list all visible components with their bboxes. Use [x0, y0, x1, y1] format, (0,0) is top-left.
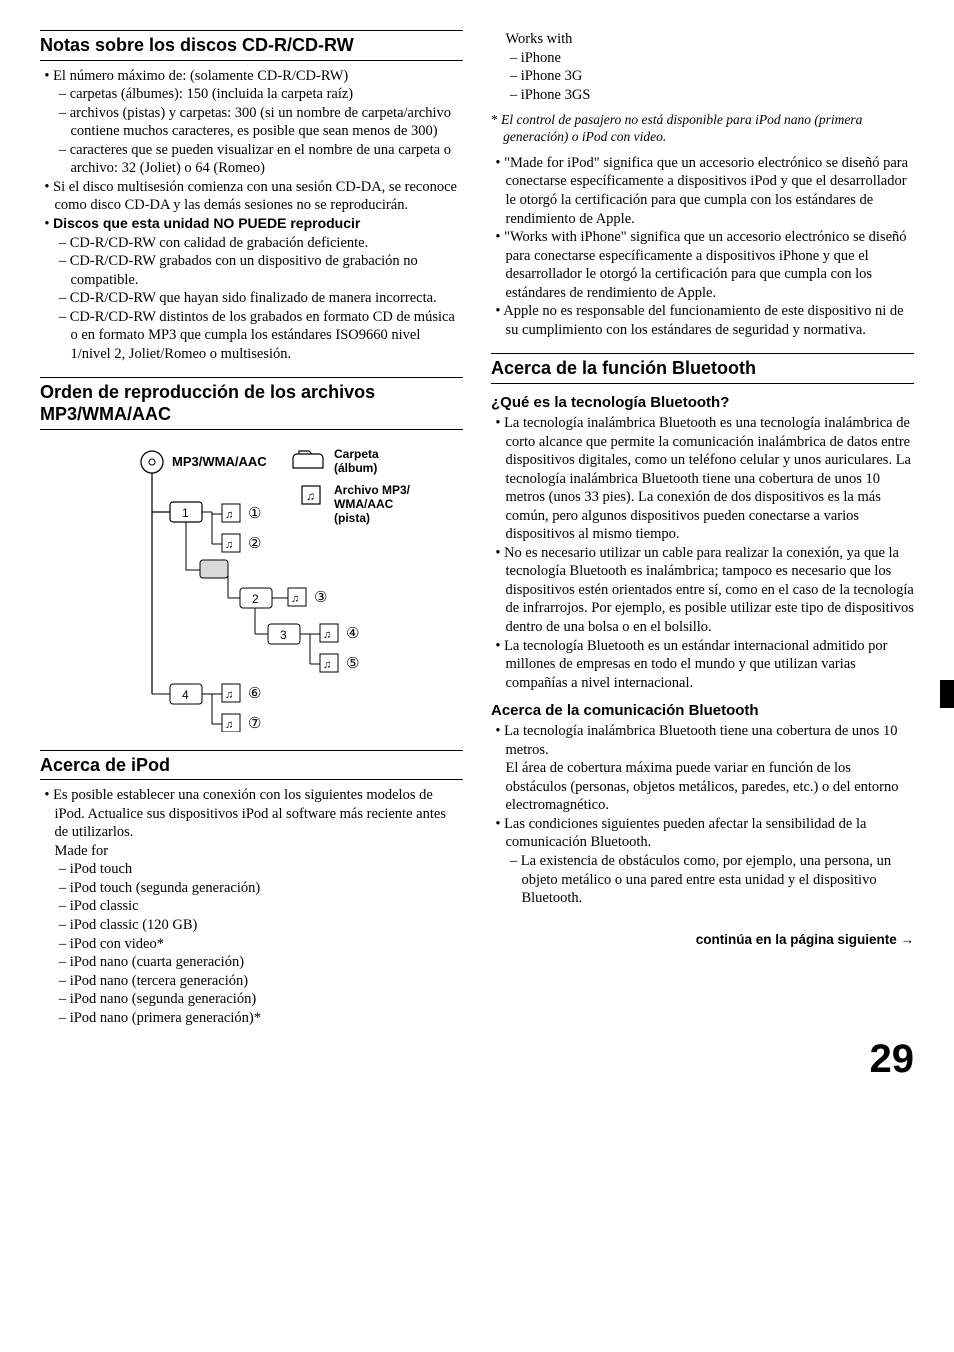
list-item: Las condiciones siguientes pueden afecta…: [506, 815, 915, 908]
text: El número máximo de: (solamente CD-R/CD-…: [53, 68, 348, 84]
svg-text:①: ①: [248, 505, 261, 522]
list-item: Si el disco multisesión comienza con una…: [55, 178, 464, 215]
continue-note: continúa en la página siguiente →: [491, 932, 914, 947]
list-item: carpetas (álbumes): 150 (incluida la car…: [70, 85, 463, 104]
sub-list: carpetas (álbumes): 150 (incluida la car…: [55, 85, 464, 178]
list-item: No es necesario utilizar un cable para r…: [506, 544, 915, 637]
works-with-label: Works with: [491, 30, 914, 49]
sub-list: CD-R/CD-RW con calidad de grabación defi…: [55, 234, 464, 364]
left-column: Notas sobre los discos CD-R/CD-RW El núm…: [40, 30, 463, 1027]
svg-text:♫: ♫: [306, 489, 315, 503]
list-item: iPod con video*: [70, 935, 463, 954]
ipod-notes-list: "Made for iPod" significa que un accesor…: [491, 154, 914, 339]
svg-text:②: ②: [248, 535, 261, 552]
list-item: caracteres que se pueden visualizar en e…: [70, 141, 463, 178]
svg-text:(pista): (pista): [334, 511, 370, 525]
list-item: archivos (pistas) y carpetas: 300 (si un…: [70, 104, 463, 141]
list-item: La existencia de obstáculos como, por ej…: [521, 852, 914, 908]
page-number: 29: [40, 1037, 914, 1082]
svg-text:(álbum): (álbum): [334, 461, 377, 475]
svg-text:♫: ♫: [323, 629, 331, 641]
list-item: iPhone 3GS: [521, 86, 914, 105]
svg-text:3: 3: [280, 628, 287, 642]
folder-num: 1: [182, 506, 189, 520]
tree-diagram-svg: MP3/WMA/AAC Carpeta (álbum) ♫ Archivo MP…: [92, 442, 412, 732]
svg-text:Archivo MP3/: Archivo MP3/: [334, 483, 411, 497]
list-item: La tecnología Bluetooth es un estándar i…: [506, 637, 915, 693]
list-item: iPhone 3G: [521, 67, 914, 86]
svg-text:Carpeta: Carpeta: [334, 447, 379, 461]
svg-text:♫: ♫: [225, 539, 233, 551]
page-columns: Notas sobre los discos CD-R/CD-RW El núm…: [40, 30, 914, 1027]
footnote-star: *: [491, 112, 498, 127]
svg-text:⑤: ⑤: [346, 655, 359, 672]
ipod-list: Es posible establecer una conexión con l…: [40, 786, 463, 842]
ipod-footnote: * El control de pasajero no está disponi…: [491, 112, 914, 146]
section-title-ipod: Acerca de iPod: [40, 750, 463, 781]
works-with-list: iPhone iPhone 3G iPhone 3GS: [491, 49, 914, 105]
svg-text:♫: ♫: [225, 719, 233, 731]
section-title-cdr: Notas sobre los discos CD-R/CD-RW: [40, 30, 463, 61]
list-item: Es posible establecer una conexión con l…: [55, 786, 464, 842]
list-item: iPod touch (segunda generación): [70, 879, 463, 898]
bt-what-list: La tecnología inalámbrica Bluetooth es u…: [491, 414, 914, 692]
list-item: "Made for iPod" significa que un accesor…: [506, 154, 915, 228]
text: Las condiciones siguientes pueden afecta…: [504, 816, 866, 851]
sub-list: La existencia de obstáculos como, por ej…: [506, 852, 915, 908]
svg-text:⑦: ⑦: [248, 715, 261, 732]
list-item: CD-R/CD-RW grabados con un dispositivo d…: [70, 252, 463, 289]
footnote-text: El control de pasajero no está disponibl…: [501, 112, 862, 144]
diagram-root-label: MP3/WMA/AAC: [172, 454, 267, 469]
bt-sub2: Acerca de la comunicación Bluetooth: [491, 702, 914, 720]
bt-sub1: ¿Qué es la tecnología Bluetooth?: [491, 394, 914, 412]
made-for-list: iPod touch iPod touch (segunda generació…: [40, 860, 463, 1027]
list-item: iPod nano (primera generación)*: [70, 1009, 463, 1028]
list-item: iPod classic: [70, 897, 463, 916]
list-item: Apple no es responsable del funcionamien…: [506, 302, 915, 339]
svg-text:♫: ♫: [291, 593, 299, 605]
list-item: iPod touch: [70, 860, 463, 879]
svg-text:③: ③: [314, 589, 327, 606]
list-item: iPod classic (120 GB): [70, 916, 463, 935]
section-title-order: Orden de reproducción de los archivos MP…: [40, 377, 463, 429]
list-item: CD-R/CD-RW distintos de los grabados en …: [70, 308, 463, 364]
made-for-label: Made for: [40, 842, 463, 861]
cdr-list: El número máximo de: (solamente CD-R/CD-…: [40, 67, 463, 364]
arrow-icon: →: [901, 932, 915, 947]
page-edge-tab: [940, 680, 954, 708]
svg-text:4: 4: [182, 688, 189, 702]
svg-text:WMA/AAC: WMA/AAC: [334, 497, 394, 511]
list-item: iPod nano (segunda generación): [70, 990, 463, 1009]
list-item: La tecnología inalámbrica Bluetooth es u…: [506, 414, 915, 544]
list-item: El número máximo de: (solamente CD-R/CD-…: [55, 67, 464, 178]
list-item: CD-R/CD-RW con calidad de grabación defi…: [70, 234, 463, 253]
list-item: CD-R/CD-RW que hayan sido finalizado de …: [70, 289, 463, 308]
svg-text:⑥: ⑥: [248, 685, 261, 702]
bt-comm-list: La tecnología inalámbrica Bluetooth tien…: [491, 722, 914, 907]
list-item: La tecnología inalámbrica Bluetooth tien…: [506, 722, 915, 815]
playback-order-diagram: MP3/WMA/AAC Carpeta (álbum) ♫ Archivo MP…: [40, 442, 463, 732]
list-item: iPhone: [521, 49, 914, 68]
list-item: iPod nano (cuarta generación): [70, 953, 463, 972]
list-item: Discos que esta unidad NO PUEDE reproduc…: [55, 215, 464, 363]
list-item: "Works with iPhone" significa que un acc…: [506, 228, 915, 302]
right-column: Works with iPhone iPhone 3G iPhone 3GS *…: [491, 30, 914, 1027]
list-item: iPod nano (tercera generación): [70, 972, 463, 991]
nopuede-heading: Discos que esta unidad NO PUEDE reproduc…: [53, 215, 360, 231]
svg-text:④: ④: [346, 625, 359, 642]
svg-text:♫: ♫: [225, 509, 233, 521]
section-title-bluetooth: Acerca de la función Bluetooth: [491, 353, 914, 384]
svg-text:♫: ♫: [225, 689, 233, 701]
svg-text:♫: ♫: [323, 659, 331, 671]
continue-text: continúa en la página siguiente: [696, 932, 897, 947]
svg-text:2: 2: [252, 592, 259, 606]
